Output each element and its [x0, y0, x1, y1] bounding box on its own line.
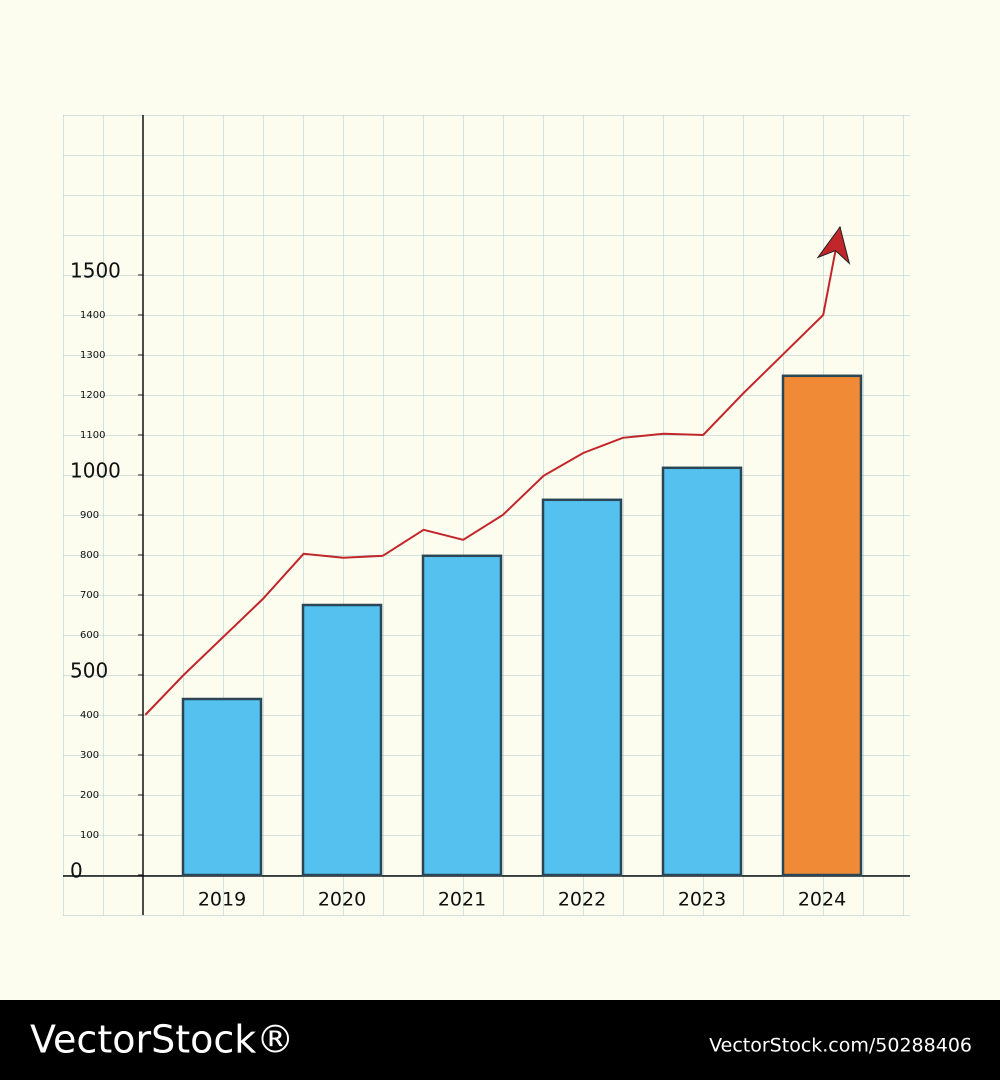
y-tick-label: 800 [80, 550, 99, 561]
y-tick-label: 1200 [80, 390, 105, 401]
bar [421, 554, 503, 877]
watermark-bar [0, 1000, 1000, 1080]
x-tick-label: 2020 [318, 889, 366, 911]
bar [781, 374, 863, 877]
x-tick-label: 2021 [438, 889, 486, 911]
trend-arrowhead [816, 225, 851, 265]
y-tick-label: 700 [80, 590, 99, 601]
bar [541, 498, 623, 877]
y-tick-label: 400 [80, 710, 99, 721]
y-tick-label: 600 [80, 630, 99, 641]
y-tick-label: 200 [80, 790, 99, 801]
x-tick-label: 2024 [798, 889, 846, 911]
x-tick-label: 2019 [198, 889, 246, 911]
y-tick-label: 0 [70, 859, 83, 883]
y-tick-label: 900 [80, 510, 99, 521]
bar [661, 466, 743, 877]
x-tick-label: 2022 [558, 889, 606, 911]
watermark-brand: VectorStock® [30, 1018, 294, 1062]
watermark-url: VectorStock.com/50288406 [709, 1035, 972, 1057]
y-tick-label: 500 [70, 659, 108, 683]
bar [181, 697, 263, 877]
y-tick-label: 100 [80, 830, 99, 841]
y-tick-label: 300 [80, 750, 99, 761]
bar [301, 603, 383, 877]
y-tick-label: 1400 [80, 310, 105, 321]
trend-line [144, 226, 841, 716]
y-tick-label: 1300 [80, 350, 105, 361]
x-tick-label: 2023 [678, 889, 726, 911]
y-tick-label: 1100 [80, 430, 105, 441]
y-tick-label: 1500 [70, 259, 121, 283]
y-tick-label: 1000 [70, 459, 121, 483]
